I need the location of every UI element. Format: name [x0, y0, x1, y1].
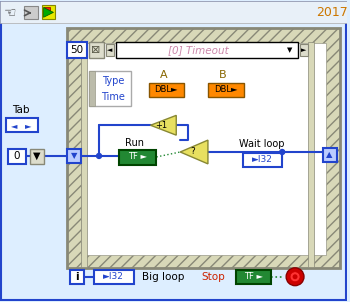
- Text: ▼: ▼: [287, 47, 293, 53]
- Bar: [81, 42, 87, 267]
- Bar: [67, 28, 340, 268]
- Bar: [323, 148, 337, 162]
- Text: A: A: [160, 70, 167, 80]
- Bar: [89, 71, 131, 106]
- Text: ▼: ▼: [71, 151, 77, 160]
- Bar: [24, 6, 38, 19]
- Polygon shape: [180, 140, 208, 164]
- Text: DBL►: DBL►: [214, 85, 238, 94]
- Bar: [89, 71, 95, 106]
- Text: +1: +1: [155, 121, 167, 130]
- Bar: [89, 42, 104, 58]
- Bar: [300, 44, 308, 56]
- Text: ◄: ◄: [107, 47, 113, 53]
- Bar: [67, 42, 87, 58]
- Text: Stop: Stop: [201, 272, 225, 282]
- Text: ⊠: ⊠: [91, 45, 101, 55]
- Text: TF ►: TF ►: [128, 153, 147, 162]
- Circle shape: [286, 268, 304, 286]
- Bar: [148, 83, 184, 97]
- Text: Big loop: Big loop: [142, 272, 184, 282]
- Bar: [116, 42, 298, 58]
- Text: ?: ?: [191, 147, 195, 156]
- Bar: [8, 149, 26, 164]
- Bar: [106, 44, 114, 56]
- Text: 50: 50: [71, 45, 84, 55]
- Text: ►: ►: [26, 121, 32, 130]
- Circle shape: [280, 149, 285, 154]
- Text: [0] Timeout: [0] Timeout: [168, 45, 229, 55]
- Circle shape: [97, 153, 102, 159]
- Text: 0: 0: [14, 151, 20, 161]
- Text: Time: Time: [101, 92, 125, 101]
- Text: i: i: [75, 272, 79, 282]
- Bar: [70, 270, 84, 284]
- Bar: [94, 270, 134, 284]
- Bar: [42, 5, 55, 19]
- Bar: [6, 118, 38, 132]
- Text: ►: ►: [301, 47, 307, 53]
- Bar: [236, 270, 271, 284]
- Polygon shape: [43, 8, 54, 17]
- Text: ☜: ☜: [4, 5, 16, 19]
- Text: Run: Run: [125, 138, 144, 148]
- Text: Wait loop: Wait loop: [239, 139, 284, 149]
- Bar: [67, 149, 81, 163]
- Polygon shape: [150, 115, 176, 135]
- Text: DBL►: DBL►: [155, 85, 178, 94]
- Bar: [308, 42, 314, 267]
- Circle shape: [290, 272, 300, 282]
- Text: ▼: ▼: [33, 151, 40, 161]
- Bar: [0, 2, 346, 23]
- Circle shape: [293, 274, 297, 279]
- Text: ◄: ◄: [10, 121, 17, 130]
- Text: Type: Type: [102, 76, 124, 86]
- Text: Tab: Tab: [12, 105, 29, 115]
- Text: B: B: [219, 70, 226, 80]
- Text: 2017: 2017: [316, 6, 348, 19]
- Bar: [30, 149, 43, 164]
- Bar: [119, 150, 156, 165]
- Text: ►I32: ►I32: [104, 272, 124, 281]
- Bar: [81, 43, 326, 255]
- Bar: [208, 83, 244, 97]
- Bar: [243, 153, 282, 167]
- Text: ▲: ▲: [327, 150, 333, 159]
- Text: TF ►: TF ►: [244, 272, 263, 281]
- Bar: [43, 8, 49, 13]
- Text: ►I32: ►I32: [252, 156, 273, 164]
